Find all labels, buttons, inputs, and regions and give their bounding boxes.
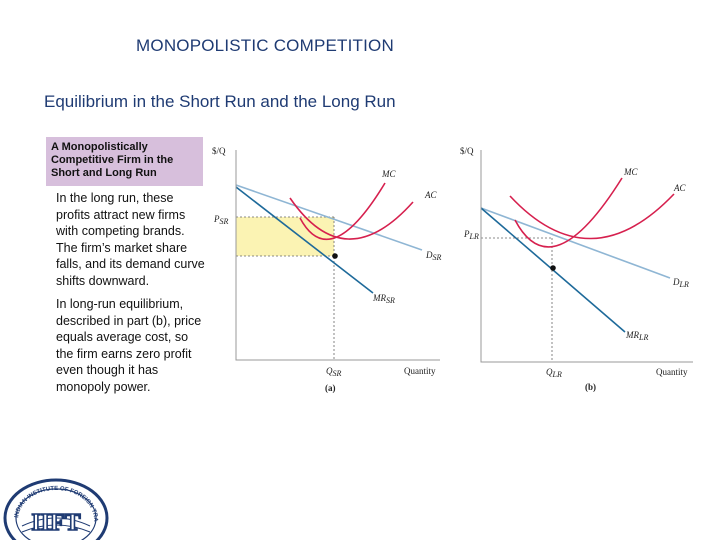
part-label-a: (a) bbox=[325, 383, 336, 393]
y-axis-label-a: $/Q bbox=[212, 146, 226, 156]
mc-label-b: MC bbox=[623, 167, 638, 177]
axes-b bbox=[480, 150, 693, 363]
average-cost-curve-b bbox=[509, 193, 675, 240]
price-label-a: PSR bbox=[213, 214, 229, 226]
equilibrium-point-b bbox=[550, 265, 556, 271]
paragraph-long-run-equilibrium: In long-run equilibrium, described in pa… bbox=[56, 297, 202, 394]
y-axis-label-b: $/Q bbox=[460, 146, 474, 156]
slide-title: MONOPOLISTIC COMPETITION bbox=[136, 36, 394, 55]
x-axis-label-a: Quantity bbox=[404, 366, 436, 376]
panel-short-run: $/Q Quantity PSR QSR MC AC DSR MRSR (a) bbox=[212, 146, 442, 393]
quantity-label-b: QLR bbox=[546, 367, 562, 379]
iift-logo: INDIAN INSTITUTE OF FOREIGN TRADE IIFT bbox=[2, 474, 109, 540]
average-cost-curve-a bbox=[289, 197, 414, 240]
marginal-cost-curve-a bbox=[299, 182, 386, 240]
slide-subtitle: Equilibrium in the Short Run and the Lon… bbox=[44, 92, 396, 111]
price-label-b: PLR bbox=[463, 229, 479, 241]
demand-label-a: DSR bbox=[425, 250, 442, 262]
equilibrium-point-a bbox=[332, 253, 338, 259]
mr-label-a: MRSR bbox=[372, 293, 395, 305]
part-label-b: (b) bbox=[585, 382, 596, 392]
panel-long-run: $/Q Quantity PLR QLR MC AC DLR MRLR (b) bbox=[460, 146, 693, 392]
ac-label-b: AC bbox=[673, 183, 686, 193]
ac-label-a: AC bbox=[424, 190, 437, 200]
paragraph-long-run-entry: In the long run, these profits attract n… bbox=[56, 191, 205, 288]
profit-area bbox=[236, 217, 334, 256]
x-axis-label-b: Quantity bbox=[656, 367, 688, 377]
marginal-cost-curve-b bbox=[514, 177, 623, 248]
figure-caption: A Monopolistically Competitive Firm in t… bbox=[46, 137, 203, 186]
axes-a bbox=[235, 150, 440, 361]
mr-label-b: MRLR bbox=[625, 330, 648, 342]
mc-label-a: MC bbox=[381, 169, 396, 179]
quantity-label-a: QSR bbox=[326, 366, 342, 378]
demand-label-b: DLR bbox=[672, 277, 689, 289]
demand-curve-a bbox=[235, 184, 423, 251]
svg-text:IIFT: IIFT bbox=[31, 510, 80, 536]
demand-curve-b bbox=[480, 207, 671, 279]
marginal-revenue-curve-a bbox=[235, 186, 374, 294]
